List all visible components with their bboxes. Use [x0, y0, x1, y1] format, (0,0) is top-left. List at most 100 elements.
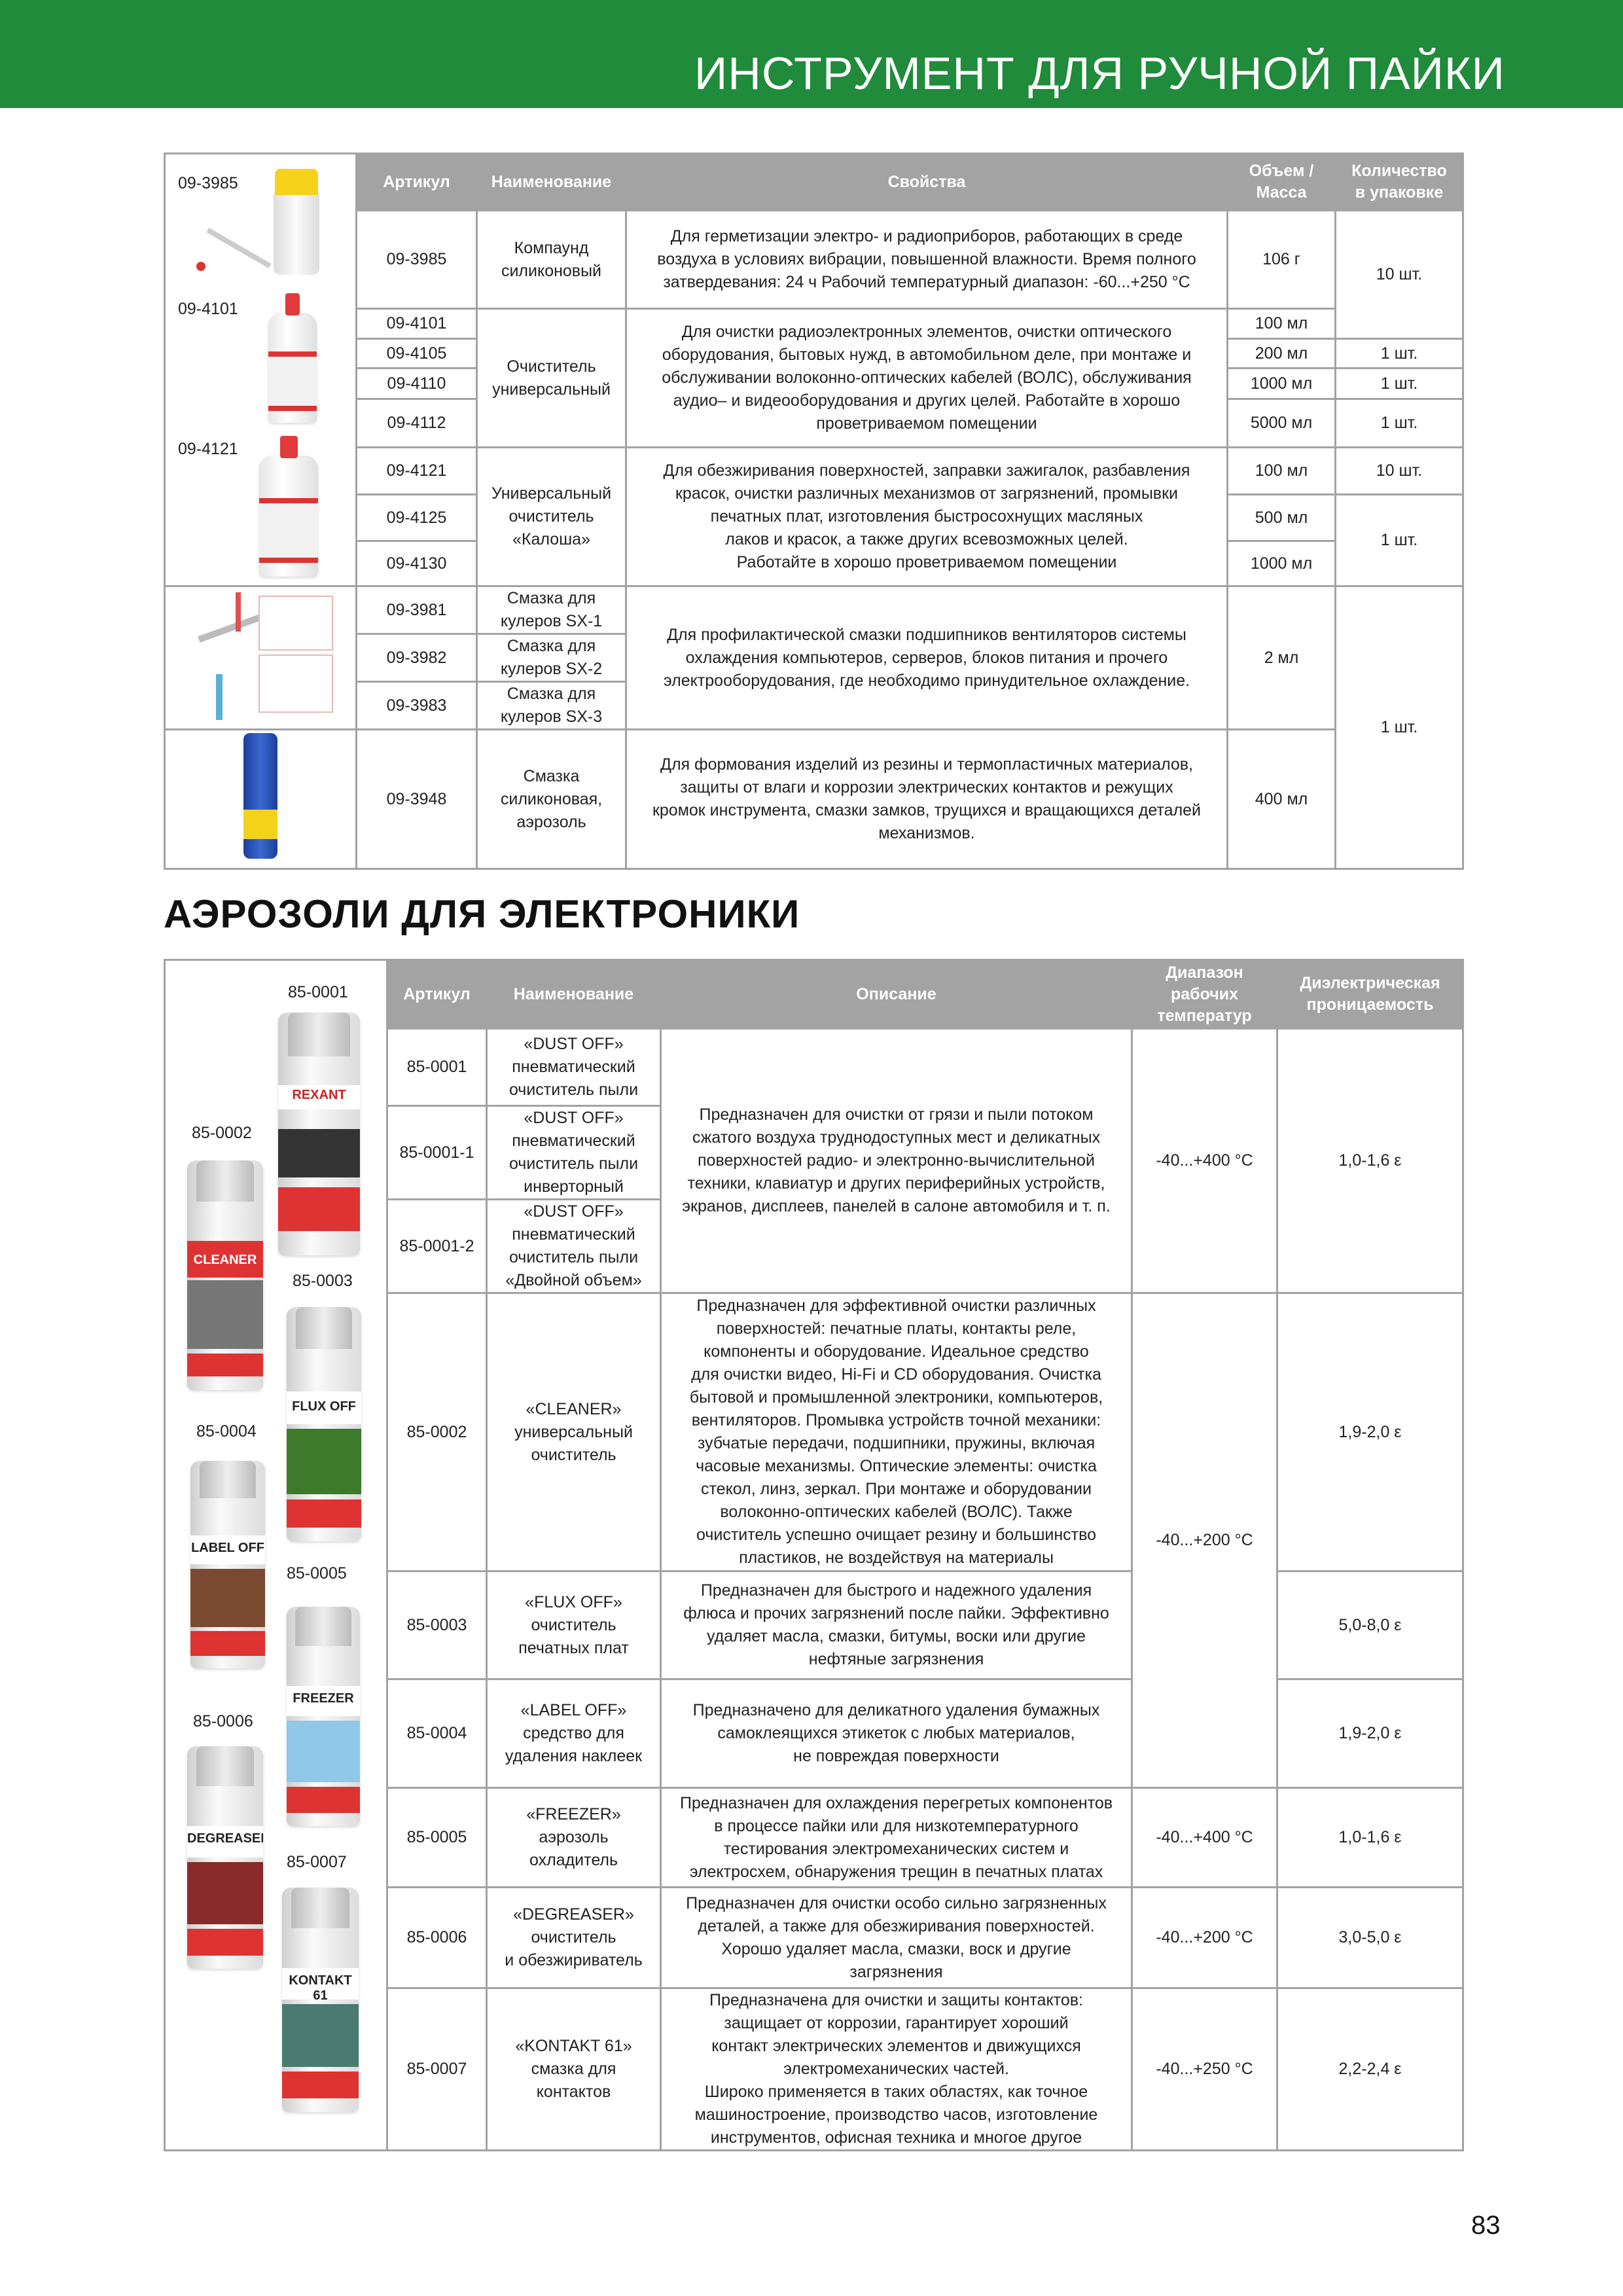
dielectric-cell: 1,0-1,6 ε	[1276, 1787, 1464, 1888]
article-cell: 85-0002	[386, 1292, 488, 1572]
flux-off-can-image: FLUX OFF	[287, 1307, 361, 1541]
quantity-cell: 1 шт.	[1334, 367, 1464, 400]
name-cell: «DUST OFF» пневматический очиститель пыл…	[486, 1028, 662, 1107]
image-label: 09-4101	[178, 300, 238, 318]
kalosha-bottle-image	[259, 436, 318, 577]
table-row: 09-3982 Смазка для кулеров SX-2	[165, 633, 1463, 683]
col-header-article: Артикул	[355, 152, 478, 211]
article-cell: 09-4101	[355, 308, 478, 340]
name-cell: Смазка для кулеров SX-1	[476, 585, 627, 635]
section-title: ИНСТРУМЕНТ ДЛЯ РУЧНОЙ ПАЙКИ	[694, 48, 1505, 99]
table-row: 85-0001 «DUST OFF» пневматический очисти…	[165, 1028, 1464, 1294]
article-cell: 09-4121	[355, 446, 478, 495]
silicone-spray-can-image	[243, 733, 277, 859]
article-cell: 85-0001-1	[386, 1105, 488, 1200]
name-cell: «DEGREASER» очиститель и обезжириватель	[486, 1886, 662, 1989]
description-cell: Предназначен для эффективной очистки раз…	[660, 1292, 1133, 1572]
col-header-dielectric: Диэлектрическая проницаемость	[1276, 959, 1464, 1030]
quantity-cell: 10 шт.	[1334, 209, 1464, 340]
freezer-can-image: FREEZER	[287, 1607, 360, 1826]
name-cell: «DUST OFF» пневматический очиститель пыл…	[486, 1105, 662, 1200]
col-header-volume: Объем / Масса	[1226, 152, 1336, 211]
table-row: 09-4110 1000 мл 1 шт.	[165, 367, 1464, 400]
name-cell: «DUST OFF» пневматический очиститель пыл…	[486, 1198, 662, 1294]
temperature-cell: -40...+200 °С	[1131, 1886, 1278, 1989]
col-header-name: Наименование	[476, 152, 627, 211]
image-label: 85-0003	[293, 1272, 353, 1290]
name-cell: Очиститель универсальный	[476, 308, 627, 448]
col-header-temperature: Диапазон рабочих температур	[1131, 959, 1278, 1030]
temperature-cell: -40...+250 °С	[1131, 1987, 1278, 2151]
table-row: 85-0004 «LABEL OFF» средство для удалени…	[165, 1678, 1464, 1789]
article-cell: 09-3982	[355, 633, 478, 683]
col-header-name: Наименование	[486, 959, 662, 1030]
volume-cell: 100 мл	[1226, 446, 1336, 495]
col-header-article: Артикул	[386, 959, 488, 1030]
degreaser-can-image: DEGREASER	[187, 1746, 263, 1969]
table-row: 09-4130 1000 мл	[165, 540, 1463, 587]
table-row: 85-0002 «CLEANER» универсальный очистите…	[165, 1292, 1464, 1789]
volume-cell: 500 мл	[1226, 493, 1336, 542]
image-label: 85-0005	[287, 1564, 347, 1583]
quantity-cell: 1 шт.	[1334, 585, 1464, 870]
table-row: 85-0001-2 «DUST OFF» пневматический очис…	[165, 1198, 1463, 1294]
page-number: 83	[1471, 2211, 1501, 2240]
name-cell: «FLUX OFF» очиститель печатных плат	[486, 1570, 662, 1680]
table-row: 85-0001-1 «DUST OFF» пневматический очис…	[165, 1105, 1463, 1200]
table-row: 85-0007 «KONTAKT 61» смазка для контакто…	[165, 1987, 1464, 2151]
table-row: 85-0005 «FREEZER» аэрозоль охладитель Пр…	[165, 1787, 1464, 1888]
name-cell: Универсальный очиститель «Калоша»	[476, 446, 627, 587]
article-cell: 85-0001	[386, 1028, 488, 1107]
section-header-bar: ИНСТРУМЕНТ ДЛЯ РУЧНОЙ ПАЙКИ	[0, 0, 1623, 108]
quantity-cell: 1 шт.	[1334, 493, 1464, 587]
article-cell: 85-0004	[386, 1678, 488, 1789]
properties-cell: Для очистки радиоэлектронных элементов, …	[625, 308, 1228, 448]
col-header-properties: Свойства	[625, 152, 1228, 211]
quantity-cell: 1 шт.	[1334, 338, 1464, 369]
table-row: 09-3981 Смазка для кулеров SX-1 Для проф…	[164, 585, 1464, 870]
table-row: 09-3983 Смазка для кулеров SX-3	[165, 681, 1463, 730]
dielectric-cell: 1,9-2,0 ε	[1276, 1292, 1464, 1572]
dielectric-cell: 1,0-1,6 ε	[1276, 1028, 1464, 1294]
volume-cell: 400 мл	[1226, 728, 1336, 870]
temperature-cell: -40...+400 °С	[1131, 1787, 1278, 1888]
volume-cell: 1000 мл	[1226, 367, 1336, 400]
image-label: 85-0007	[287, 1853, 347, 1871]
article-cell: 85-0007	[386, 1987, 488, 2151]
volume-cell: 2 мл	[1226, 585, 1336, 730]
article-cell: 09-4130	[355, 540, 478, 587]
article-cell: 85-0003	[386, 1570, 488, 1680]
article-cell: 85-0006	[386, 1886, 488, 1989]
properties-cell: Для обезжиривания поверхностей, заправки…	[625, 446, 1228, 587]
description-cell: Предназначен для охлаждения перегретых к…	[660, 1787, 1133, 1888]
name-cell: Компаунд силиконовый	[476, 209, 627, 310]
description-cell: Предназначен для очистки особо сильно за…	[660, 1886, 1133, 1989]
dielectric-cell: 1,9-2,0 ε	[1276, 1678, 1464, 1789]
table-row: 09-4105 200 мл 1 шт.	[165, 338, 1464, 369]
volume-cell: 200 мл	[1226, 338, 1336, 369]
description-cell: Предназначен для очистки от грязи и пыли…	[660, 1028, 1133, 1294]
cleaner-bottle-image	[268, 293, 317, 423]
table-row: 09-4101 Очиститель универсальный Для очи…	[165, 308, 1463, 448]
volume-cell: 5000 мл	[1226, 398, 1336, 448]
col-header-quantity: Количество в упаковке	[1334, 152, 1464, 211]
name-cell: «CLEANER» универсальный очиститель	[486, 1292, 662, 1572]
table-row: 85-0006 «DEGREASER» очиститель и обезжир…	[165, 1886, 1464, 1989]
name-cell: «FREEZER» аэрозоль охладитель	[486, 1787, 662, 1888]
article-cell: 09-3983	[355, 681, 478, 730]
name-cell: «KONTAKT 61» смазка для контактов	[486, 1987, 662, 2151]
article-cell: 85-0005	[386, 1787, 488, 1888]
dielectric-cell: 3,0-5,0 ε	[1276, 1886, 1464, 1989]
label-off-can-image: LABEL OFF	[190, 1461, 265, 1668]
image-label: 85-0004	[196, 1422, 257, 1441]
table-row: 09-4112 5000 мл 1 шт.	[165, 398, 1464, 448]
name-cell: «LABEL OFF» средство для удаления наклее…	[486, 1678, 662, 1789]
volume-cell: 106 г	[1226, 209, 1336, 310]
article-cell: 09-3948	[355, 728, 478, 870]
image-label: 09-3985	[178, 174, 238, 192]
soldering-products-table: Артикул Наименование Свойства Объем / Ма…	[164, 152, 1464, 870]
dust-off-can-image: REXANT	[278, 1013, 360, 1255]
volume-cell: 100 мл	[1226, 308, 1336, 340]
name-cell: Смазка силиконовая, аэрозоль	[476, 728, 627, 870]
description-cell: Предназначена для очистки и защиты конта…	[660, 1987, 1133, 2151]
